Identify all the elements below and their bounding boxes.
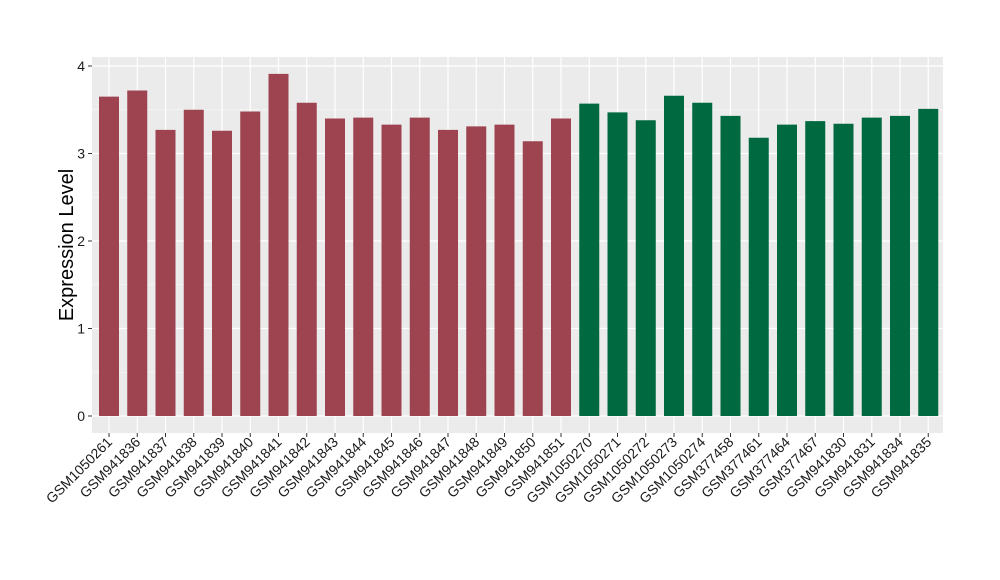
bar-GSM941851	[551, 118, 571, 416]
bar-GSM1050271	[607, 112, 628, 416]
bar-GSM941850	[522, 141, 543, 416]
bar-GSM941831	[861, 117, 882, 416]
bar-GSM1050261	[99, 96, 119, 416]
bar-GSM1050272	[635, 120, 656, 416]
bar-GSM1050273	[664, 95, 684, 416]
bar-GSM941840	[240, 111, 261, 416]
bar-GSM1050274	[692, 102, 713, 416]
bar-GSM377467	[805, 121, 826, 416]
bar-GSM941835	[918, 108, 939, 416]
y-tick-label: 2	[77, 233, 85, 249]
bar-GSM941843	[325, 118, 345, 416]
bar-GSM941841	[268, 73, 289, 416]
bar-GSM941842	[296, 102, 317, 416]
bar-GSM941830	[833, 123, 854, 416]
bar-GSM941849	[494, 124, 515, 416]
bar-GSM377464	[777, 124, 797, 416]
bar-GSM377461	[748, 137, 769, 416]
bar-GSM941847	[438, 129, 458, 416]
y-tick-label: 0	[77, 408, 85, 424]
bar-GSM941839	[212, 130, 232, 416]
bar-GSM941837	[155, 129, 176, 416]
y-tick-label: 4	[77, 58, 85, 74]
y-axis: 0 1 2 3 4	[77, 58, 92, 424]
y-tick-label: 3	[77, 146, 85, 162]
bar-GSM941836	[127, 90, 148, 416]
bar-GSM377458	[720, 115, 741, 416]
bar-GSM941834	[890, 115, 910, 416]
bar-GSM1050270	[579, 103, 600, 416]
bar-GSM941848	[466, 126, 487, 416]
y-axis-title: Expression Level	[56, 169, 78, 321]
bar-GSM941846	[409, 117, 430, 416]
minor-gridlines	[92, 109, 943, 373]
bar-GSM941844	[353, 117, 374, 416]
x-axis: GSM1050261GSM941836GSM941837GSM941838GSM…	[43, 433, 935, 506]
y-tick-label: 1	[77, 321, 85, 337]
bar-GSM941845	[381, 124, 402, 416]
bars	[99, 73, 939, 416]
plot-panel	[92, 57, 943, 433]
bar-GSM941838	[183, 109, 204, 416]
